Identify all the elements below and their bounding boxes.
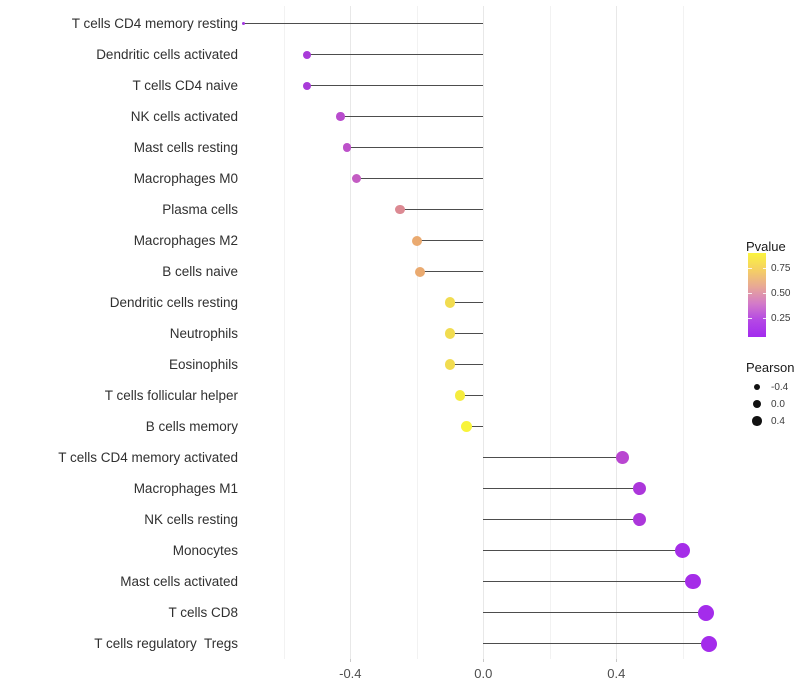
y-axis-category-label: Dendritic cells resting: [109, 295, 238, 310]
y-axis-category-label: Mast cells activated: [120, 574, 238, 589]
lollipop-dot: [632, 481, 647, 496]
y-axis-category-label: T cells regulatory Tregs: [94, 636, 238, 651]
lollipop-dot: [701, 635, 718, 652]
lollipop-line: [483, 549, 683, 552]
pvalue-colorbar: [748, 253, 766, 337]
lollipop-dot: [352, 174, 362, 183]
pearson-size-label: 0.0: [771, 398, 785, 410]
pearson-size-dot: [752, 416, 762, 426]
lollipop-line: [450, 301, 484, 304]
lollipop-dot: [685, 573, 701, 590]
lollipop-dot: [444, 359, 456, 370]
y-axis-category-label: B cells naive: [162, 264, 238, 279]
y-axis-category-label: Plasma cells: [162, 202, 238, 217]
lollipop-line: [450, 332, 484, 335]
lollipop-line: [340, 115, 484, 118]
x-axis-tick: [616, 659, 618, 662]
y-axis-category-label: Mast cells resting: [133, 140, 238, 155]
minor-gridline: [682, 6, 684, 659]
pearson-legend-title: Pearson: [746, 360, 795, 375]
lollipop-dot: [415, 266, 426, 277]
lollipop-line: [483, 580, 693, 583]
colorbar-tick-mark: [748, 293, 752, 294]
lollipop-dot: [303, 81, 312, 90]
lollipop-line: [307, 53, 484, 56]
pearson-size-dot: [753, 400, 761, 408]
y-axis-category-label: T cells CD4 memory resting: [71, 16, 238, 31]
x-axis-tick-label: 0.0: [474, 666, 493, 681]
y-axis-category-label: T cells CD4 memory activated: [58, 450, 238, 465]
lollipop-dot: [444, 328, 456, 339]
lollipop-dot: [444, 297, 456, 308]
lollipop-line: [356, 177, 484, 180]
pearson-size-dot: [754, 384, 760, 390]
colorbar-tick-mark: [762, 268, 766, 269]
minor-gridline: [416, 6, 418, 659]
lollipop-line: [416, 239, 484, 242]
colorbar-tick-label: 0.75: [771, 262, 791, 274]
lollipop-line: [483, 518, 640, 521]
y-axis-category-label: Dendritic cells activated: [96, 47, 238, 62]
y-axis-category-label: Monocytes: [172, 543, 238, 558]
lollipop-line: [483, 487, 640, 490]
y-axis-category-label: T cells follicular helper: [104, 388, 238, 403]
y-axis-category-label: Neutrophils: [169, 326, 238, 341]
pearson-size-label: -0.4: [771, 381, 789, 393]
y-axis-category-label: Macrophages M0: [133, 171, 238, 186]
lollipop-dot: [336, 112, 345, 121]
lollipop-line: [483, 611, 707, 614]
minor-gridline: [549, 6, 551, 659]
y-axis-category-label: B cells memory: [145, 419, 238, 434]
colorbar-tick-mark: [762, 318, 766, 319]
lollipop-line: [466, 425, 484, 428]
y-axis-category-label: Macrophages M2: [133, 233, 238, 248]
colorbar-tick-label: 0.25: [771, 312, 791, 324]
lollipop-dot: [616, 451, 630, 464]
lollipop-dot: [461, 421, 473, 432]
major-gridline: [483, 6, 485, 659]
lollipop-line: [243, 22, 484, 25]
lollipop-dot: [411, 235, 422, 246]
lollipop-dot: [303, 50, 312, 59]
minor-gridline: [283, 6, 285, 659]
colorbar-tick-mark: [762, 293, 766, 294]
pearson-size-label: 0.4: [771, 415, 785, 427]
x-axis-tick-label: 0.4: [607, 666, 626, 681]
x-axis-tick-label: -0.4: [339, 666, 362, 681]
pvalue-legend-title: Pvalue: [746, 239, 786, 254]
y-axis-category-label: T cells CD8: [168, 605, 238, 620]
lollipop-dot: [395, 204, 405, 215]
lollipop-line: [347, 146, 484, 149]
x-axis-tick: [350, 659, 352, 662]
lollipop-dot: [342, 143, 352, 152]
x-axis-tick: [483, 659, 485, 662]
lollipop-line: [483, 456, 623, 459]
lollipop-line: [307, 84, 484, 87]
lollipop-line: [460, 394, 484, 397]
major-gridline: [350, 6, 352, 659]
colorbar-tick-mark: [748, 268, 752, 269]
major-gridline: [616, 6, 618, 659]
y-axis-category-label: Macrophages M1: [133, 481, 238, 496]
lollipop-dot: [632, 512, 647, 527]
lollipop-line: [450, 363, 484, 366]
lollipop-dot: [454, 390, 466, 401]
y-axis-category-label: T cells CD4 naive: [132, 78, 238, 93]
y-axis-category-label: NK cells activated: [130, 109, 238, 124]
colorbar-tick-mark: [748, 318, 752, 319]
y-axis-category-label: NK cells resting: [144, 512, 238, 527]
lollipop-line: [400, 208, 484, 211]
lollipop-line: [420, 270, 484, 273]
lollipop-dot: [698, 604, 715, 621]
lollipop-dot: [675, 543, 691, 558]
lollipop-line: [483, 642, 710, 645]
lollipop-dot: [242, 22, 246, 25]
y-axis-category-label: Eosinophils: [168, 357, 238, 372]
colorbar-tick-label: 0.50: [771, 287, 791, 299]
